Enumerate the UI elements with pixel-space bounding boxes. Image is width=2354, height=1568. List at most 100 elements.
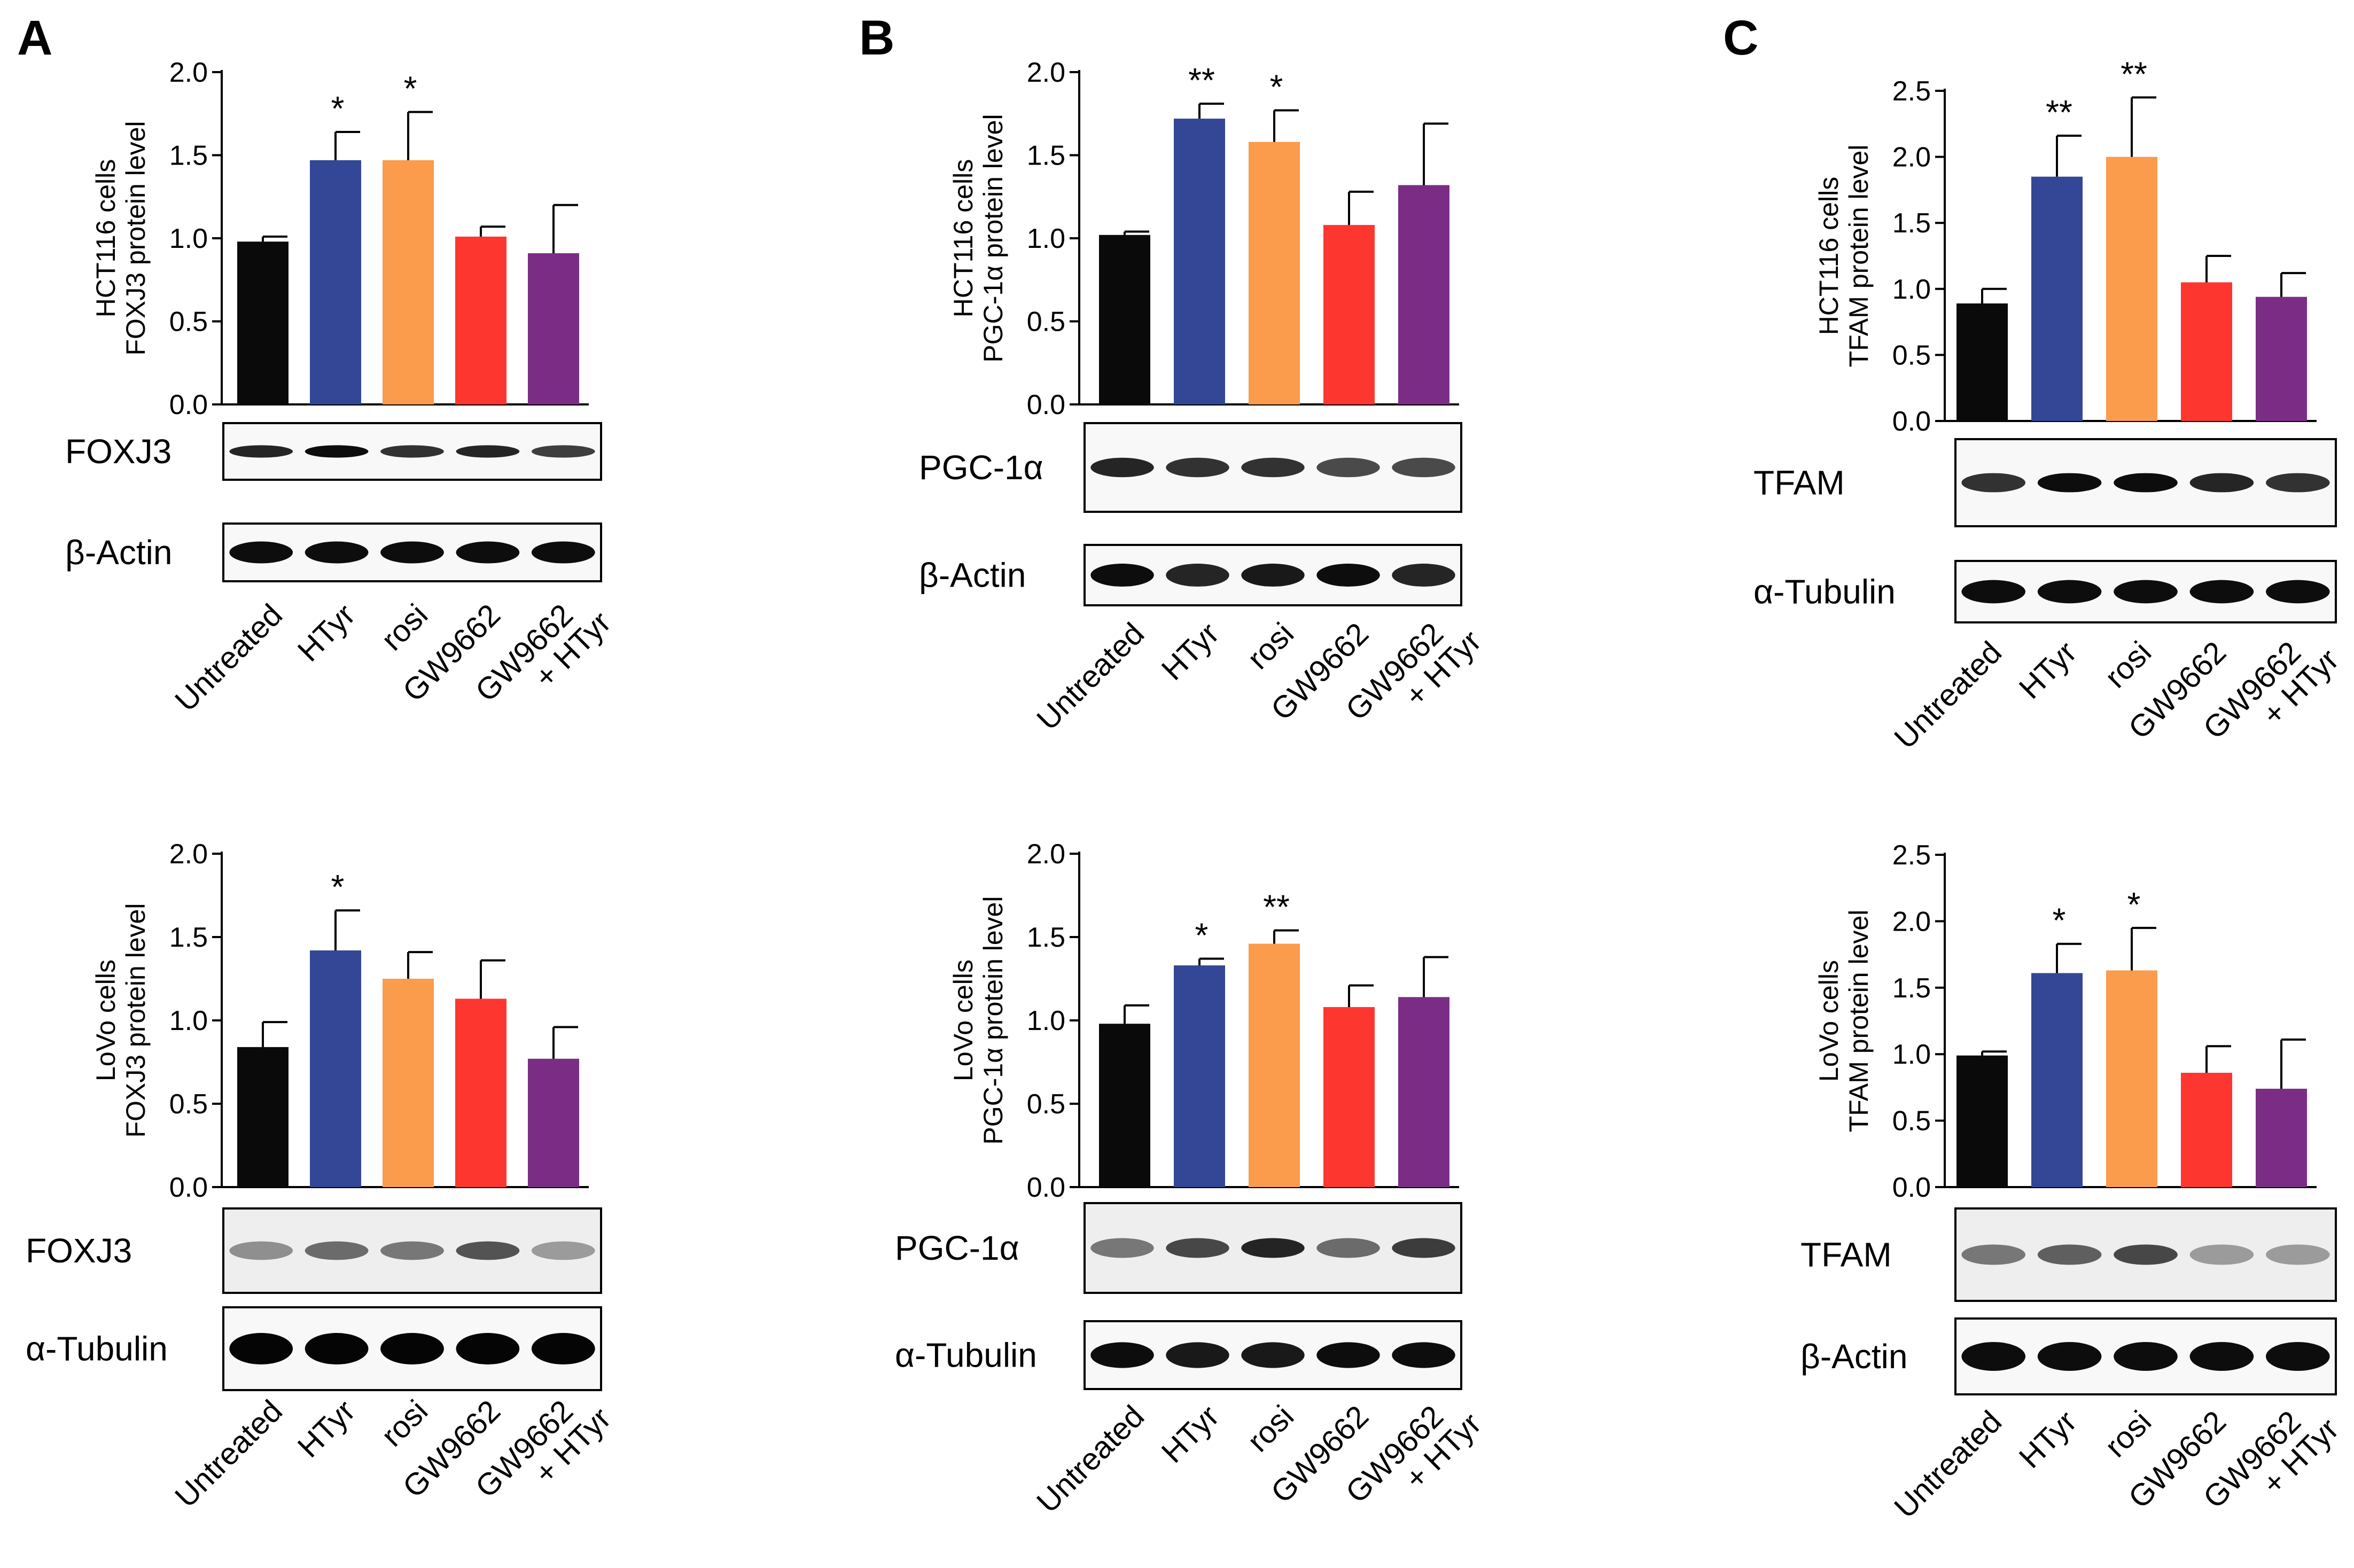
category-label: GW9662+ HTyr [2196, 620, 2345, 769]
blot-band [1166, 1238, 1229, 1258]
y-axis-label-protein: FOXJ3 protein level [121, 121, 151, 355]
bar-htyr [310, 160, 361, 404]
bar-untreated [1957, 303, 2008, 421]
category-label-line: HTyr [2013, 1404, 2084, 1475]
y-axis-label-protein: PGC-1α protein level [978, 114, 1008, 362]
y-axis-label-cells: LoVo cells [91, 959, 121, 1081]
bar-gw9662-htyr [528, 1058, 579, 1187]
blot-band [2114, 580, 2178, 604]
category-label-line: rosi [2098, 635, 2158, 695]
y-axis-label-cells: LoVo cells [1814, 960, 1844, 1082]
bar-untreated [1957, 1055, 2008, 1187]
blot-band [2189, 580, 2254, 604]
blot-band [531, 1241, 595, 1260]
blot-label: α-Tubulin [26, 1330, 168, 1368]
blot-tfam: TFAM [1800, 1207, 2337, 1302]
bar-gw9662 [455, 236, 506, 404]
y-axis-label: LoVo cellsPGC-1α protein level [948, 896, 1008, 1144]
bar-gw9662-htyr [528, 253, 579, 404]
category-label: HTyr [291, 597, 362, 668]
y-tick-label: 1.0 [169, 1005, 208, 1036]
category-label: GW9662+ HTyr [1339, 1384, 1488, 1533]
y-tick-label: 2.0 [1027, 57, 1065, 88]
category-label: rosi [1241, 616, 1300, 676]
category-label-line: HTyr [1155, 1399, 1226, 1470]
blot-label: α-Tubulin [895, 1336, 1037, 1375]
blot-label: β-Actin [919, 556, 1026, 595]
category-label: HTyr [2013, 1404, 2084, 1475]
y-axis-label: HCT116 cellsTFAM protein level [1814, 145, 1874, 368]
significance-marker: ** [1263, 888, 1290, 926]
y-tick-label: 1.5 [1027, 141, 1065, 171]
blot-tfam: TFAM [1753, 438, 2337, 527]
blot-label: β-Actin [1800, 1337, 1907, 1376]
bar-untreated [1099, 235, 1150, 404]
blot-band [1090, 1238, 1154, 1258]
category-label: Untreated [1030, 616, 1151, 737]
blot-label: TFAM [1800, 1236, 1892, 1274]
bar-gw9662 [1323, 225, 1375, 404]
blot-band [531, 445, 595, 458]
blot-band [1392, 564, 1455, 587]
y-tick-label: 1.5 [1027, 922, 1065, 953]
y-tick-label: 2.0 [1892, 142, 1931, 173]
blot-band [1316, 457, 1380, 478]
blot-band [229, 1241, 293, 1260]
y-tick-label: 1.5 [169, 922, 208, 953]
blot-band [1316, 1238, 1380, 1258]
y-tick-label: 2.5 [1892, 76, 1931, 107]
category-label-line: rosi [1241, 616, 1300, 676]
blot-band [380, 1333, 444, 1364]
y-axis-label: HCT116 cellsPGC-1α protein level [948, 114, 1008, 362]
blot-band [1316, 1342, 1380, 1368]
blot-label: FOXJ3 [65, 432, 172, 471]
category-label-line: HTyr [291, 1393, 362, 1464]
blot-band [380, 1241, 444, 1260]
blot-band [531, 541, 595, 564]
blot-pgc-1-: PGC-1α [919, 422, 1462, 513]
panel-letter-a: A [17, 11, 52, 65]
y-tick-label: 0.0 [1892, 1172, 1931, 1203]
category-label: HTyr [1155, 1399, 1226, 1470]
blot-band [456, 445, 520, 458]
category-label: HTyr [2013, 635, 2084, 706]
significance-marker: ** [1188, 61, 1215, 99]
y-axis-label: LoVo cellsFOXJ3 protein level [91, 903, 151, 1137]
y-tick-label: 0.5 [1027, 1089, 1065, 1120]
significance-marker: ** [2121, 54, 2147, 93]
chart-c-hct116: 0.0 0.5 1.0 1.5 2.0 2.5 HCT116 cellsTFAM prote… [1753, 54, 2345, 769]
category-label: HTyr [291, 1393, 362, 1464]
category-label-line: Untreated [1888, 635, 2008, 755]
significance-marker: * [2053, 901, 2066, 940]
chart-b-hct116: 0.0 0.5 1.0 1.5 2.0 HCT116 cellsPGC-1α protei… [919, 57, 1488, 737]
significance-marker: * [404, 69, 417, 108]
y-tick-label: 1.5 [169, 141, 208, 171]
y-tick-label: 1.0 [1027, 223, 1065, 254]
blot-band [2114, 1244, 2178, 1265]
category-label: GW9662+ HTyr [469, 582, 618, 731]
significance-marker: * [331, 868, 345, 906]
blot-band [1392, 1342, 1455, 1368]
blot-band [2037, 1244, 2102, 1265]
y-tick-label: 0.5 [169, 307, 208, 338]
blot-band [1241, 1238, 1305, 1258]
blot-band [1241, 564, 1305, 587]
bar-gw9662 [2181, 1073, 2232, 1187]
blot--tubulin: α-Tubulin [895, 1320, 1462, 1390]
category-label-line: HTyr [1155, 616, 1226, 687]
y-axis-label-protein: PGC-1α protein level [978, 896, 1008, 1144]
y-tick-label: 0.5 [1027, 307, 1065, 338]
bar-htyr [1174, 965, 1225, 1187]
category-label-line: rosi [375, 1393, 434, 1453]
category-label: GW9662+ HTyr [2196, 1389, 2345, 1538]
blot-band [229, 445, 293, 458]
blot-band [2114, 473, 2178, 493]
bar-gw9662 [455, 998, 506, 1187]
significance-marker: * [2127, 885, 2141, 924]
category-label: Untreated [1888, 635, 2008, 755]
category-label-line: Untreated [1030, 1399, 1151, 1519]
bar-rosi [2106, 970, 2157, 1187]
category-label-line: Untreated [1030, 616, 1151, 737]
blot-pgc-1-: PGC-1α [895, 1202, 1462, 1294]
category-label-line: HTyr [2013, 635, 2084, 706]
